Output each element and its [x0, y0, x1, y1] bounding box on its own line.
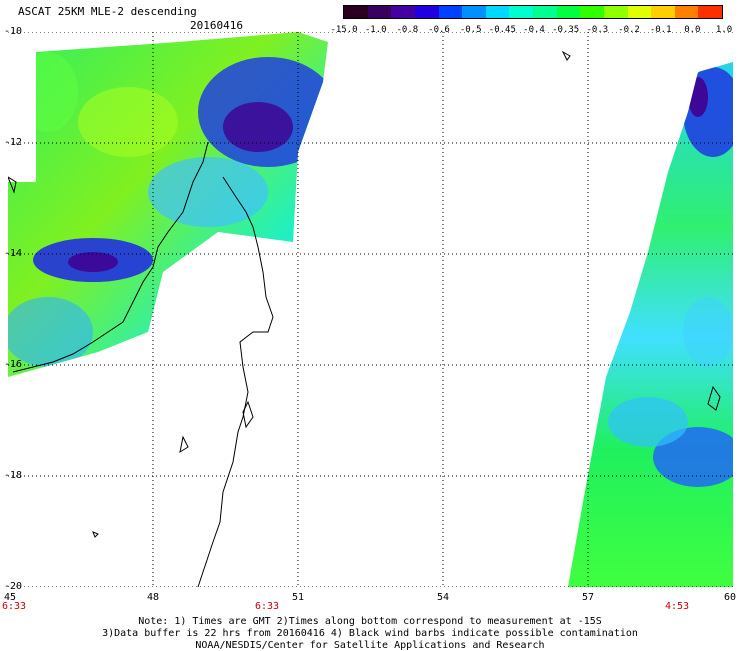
color-scale-labels: -15.0 -1.0 -0.8 -0.6 -0.5 -0.45 -0.4 -0.35 -0.3-…	[330, 25, 733, 37]
color-scale-bar	[343, 5, 723, 19]
color-swatch	[627, 6, 652, 18]
color-scale-label: -0.3	[586, 25, 609, 35]
color-swatch	[485, 6, 510, 18]
color-scale-label: -0.4	[523, 25, 545, 35]
color-scale-label: -0.2	[618, 25, 640, 35]
swath-map	[8, 32, 733, 587]
left-swath	[8, 32, 328, 377]
lon-label: 57	[581, 592, 595, 603]
time-label: 6:33	[254, 601, 280, 612]
lon-label: 60	[723, 592, 737, 603]
lon-label: 48	[146, 592, 160, 603]
footnote-line-1: Note: 1) Times are GMT 2)Times along bot…	[138, 616, 602, 627]
product-date: 20160416	[190, 19, 243, 32]
color-swatch	[391, 6, 415, 18]
color-scale-label: 0.0	[684, 25, 701, 35]
graticule	[8, 32, 733, 587]
color-scale-label: -0.6	[428, 25, 450, 35]
color-swatch	[556, 6, 581, 18]
color-swatch	[509, 6, 533, 18]
color-scale-label: -0.35	[552, 25, 580, 35]
lat-label: -10	[4, 26, 23, 37]
color-swatch	[698, 6, 722, 18]
color-scale-label: -0.1	[649, 25, 672, 35]
lon-label: 51	[291, 592, 305, 603]
color-swatch	[462, 6, 486, 18]
color-scale-label: 1.0	[715, 25, 733, 35]
lon-label: 45	[3, 592, 17, 603]
lat-label: -14	[4, 248, 23, 259]
color-scale-label: -1.0	[364, 25, 387, 35]
right-swath	[568, 62, 733, 587]
color-swatch	[344, 6, 368, 18]
product-title: ASCAT 25KM MLE-2 descending	[18, 5, 197, 18]
footnote-credit: NOAA/NESDIS/Center for Satellite Applica…	[195, 640, 545, 651]
footnote-line-2: 3)Data buffer is 22 hrs from 20160416 4)…	[102, 628, 638, 639]
color-scale-label: -15.0	[330, 25, 358, 35]
coastline	[8, 50, 721, 587]
color-swatch	[603, 6, 628, 18]
lat-label: -12	[4, 137, 23, 148]
color-swatch	[367, 6, 392, 18]
lat-label: -16	[4, 359, 23, 370]
lon-label: 54	[436, 592, 450, 603]
color-swatch	[651, 6, 675, 18]
color-scale-label: -0.5	[459, 25, 482, 35]
time-label: 6:33	[1, 601, 27, 612]
color-swatch	[533, 6, 557, 18]
lat-label: -20	[4, 581, 23, 592]
color-scale-label: -0.45	[488, 25, 516, 35]
lat-label: -18	[4, 470, 23, 481]
color-swatch	[674, 6, 699, 18]
color-scale-label: -0.8	[396, 25, 419, 35]
color-swatch	[580, 6, 604, 18]
color-swatch	[438, 6, 463, 18]
time-label: 4:53	[664, 601, 690, 612]
color-swatch	[414, 6, 439, 18]
